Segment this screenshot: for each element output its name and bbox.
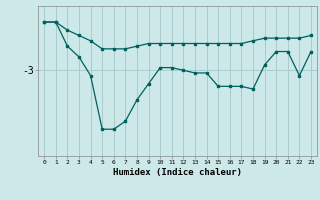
X-axis label: Humidex (Indice chaleur): Humidex (Indice chaleur): [113, 168, 242, 177]
